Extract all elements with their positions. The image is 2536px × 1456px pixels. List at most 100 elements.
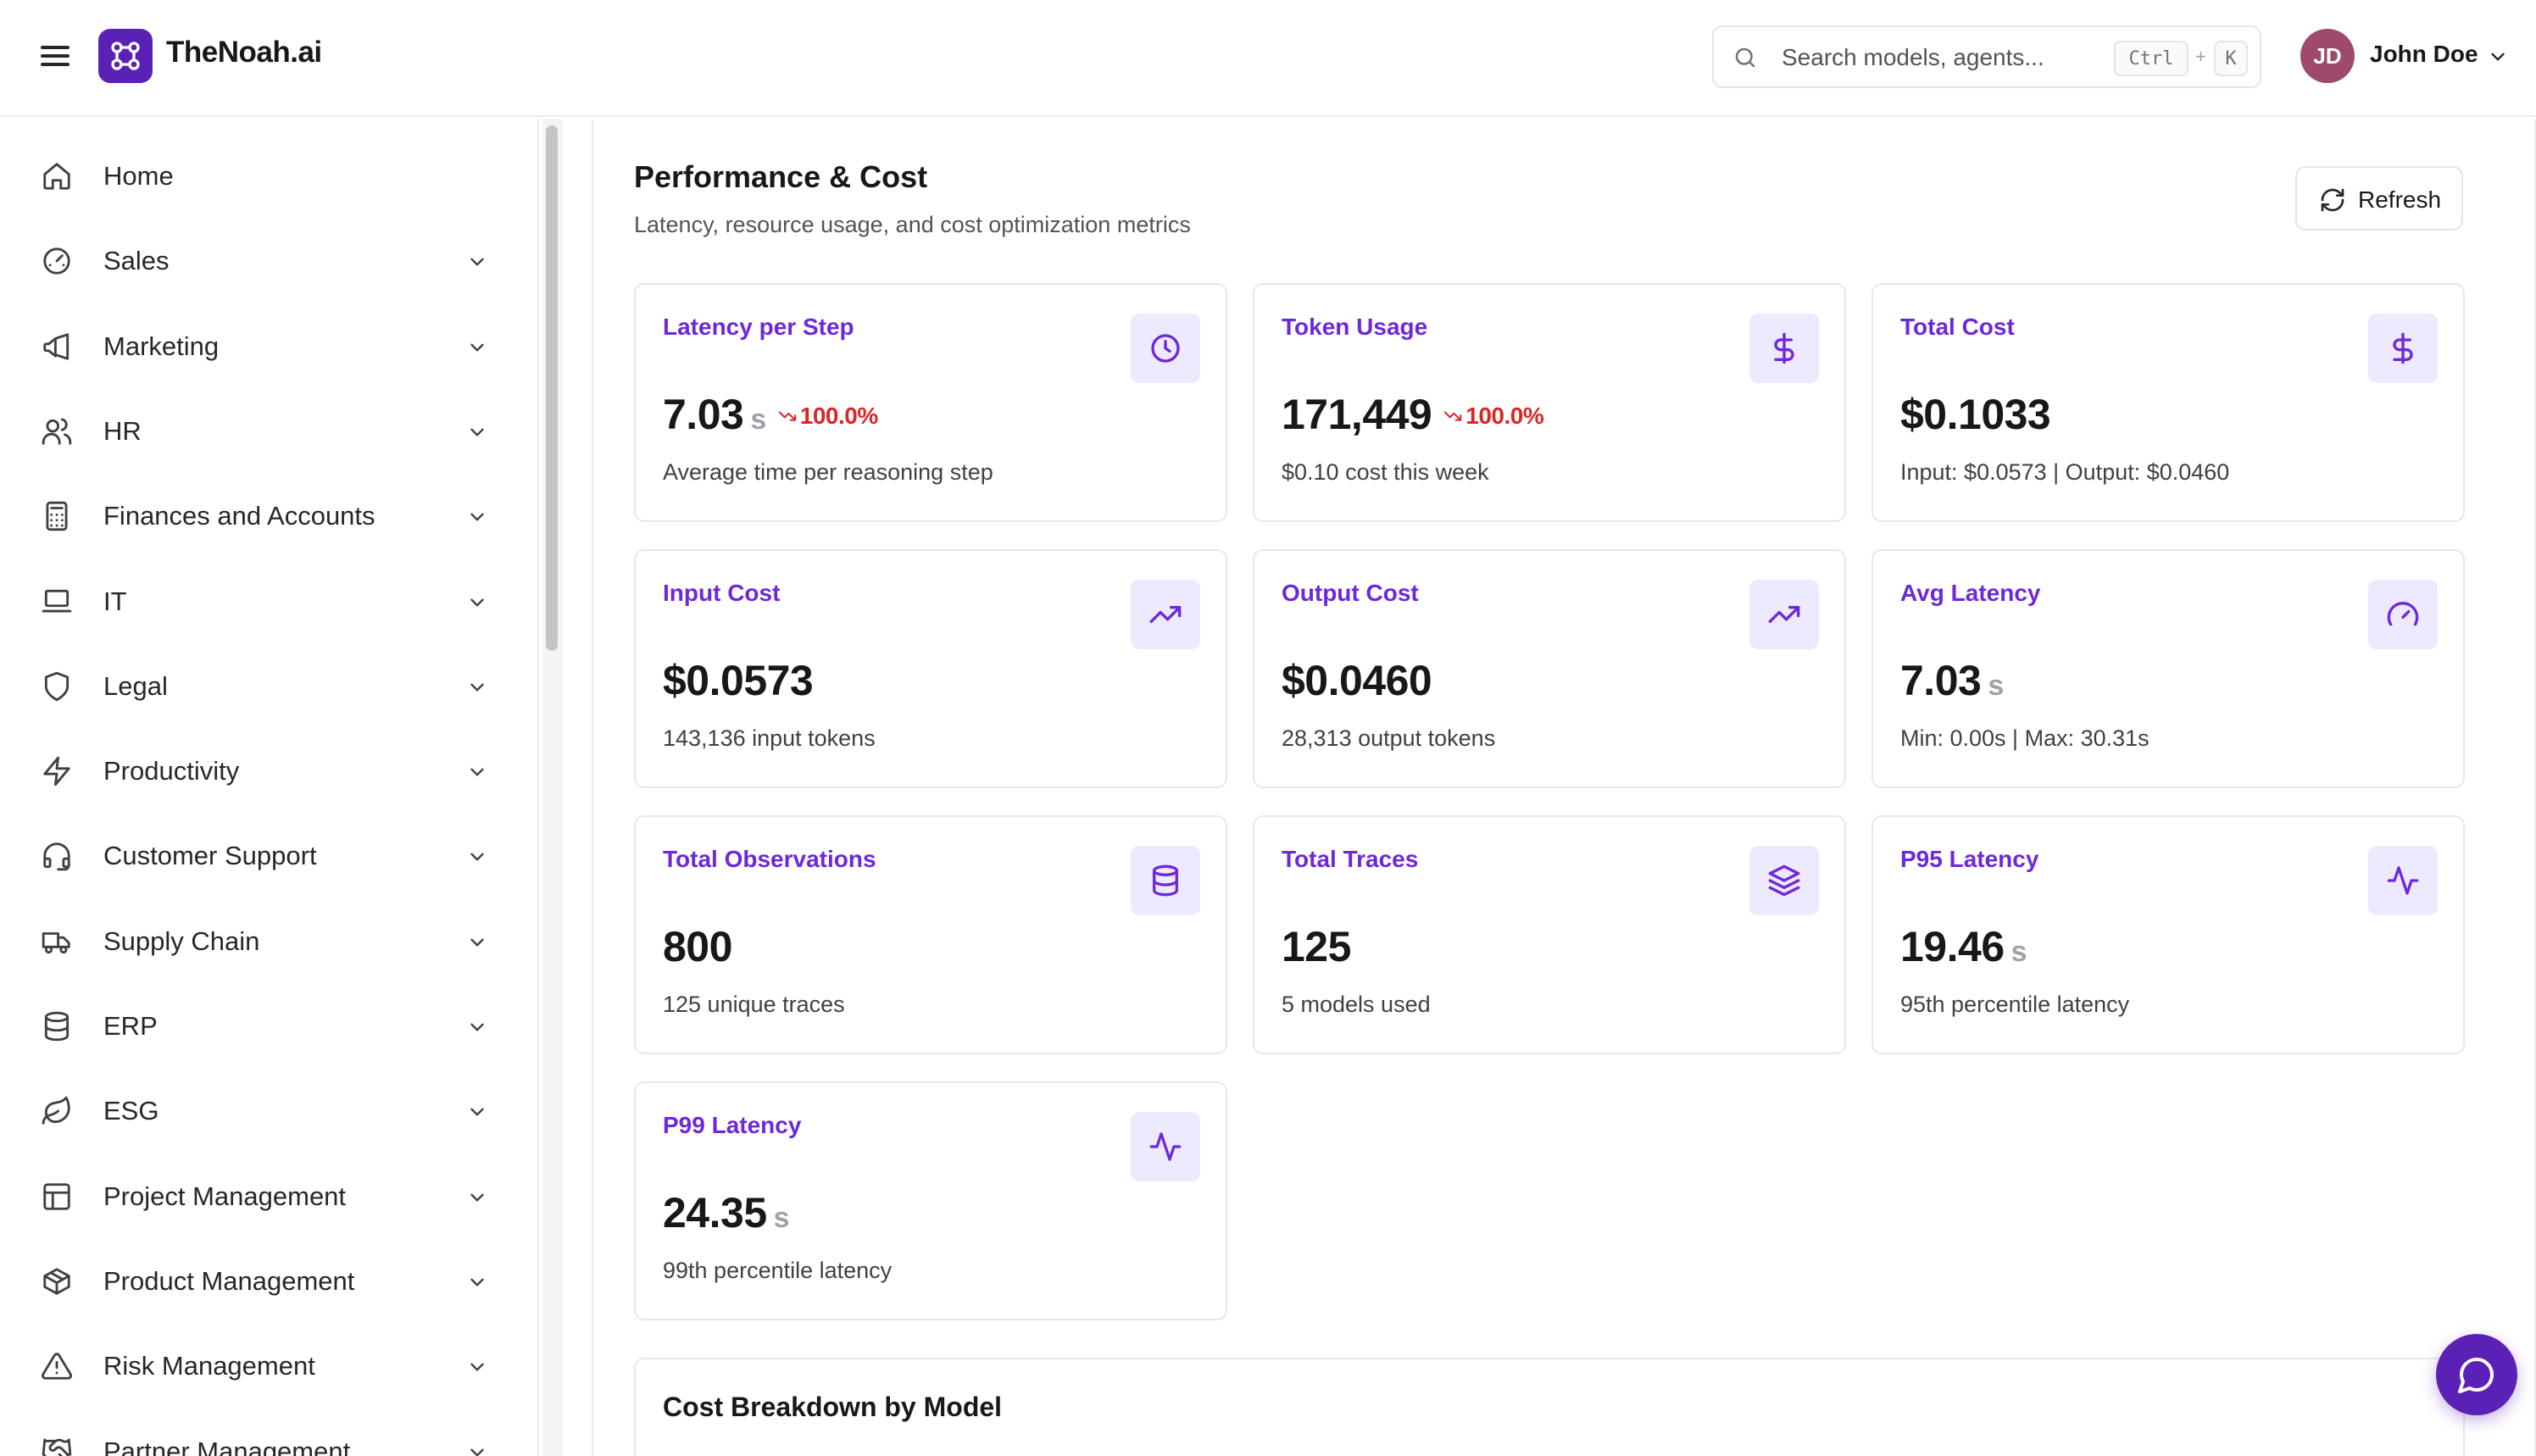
chat-button[interactable] <box>2436 1334 2517 1415</box>
sidebar-scrollbar-thumb[interactable] <box>546 125 558 651</box>
database-icon <box>41 1010 73 1042</box>
metric-card-output-cost: Output Cost $0.0460 28,313 output tokens <box>1253 549 1846 788</box>
chevron-down-icon[interactable] <box>466 506 488 532</box>
metric-description: $0.10 cost this week <box>1282 459 1489 485</box>
sidebar-item-hr[interactable]: HR <box>0 401 537 460</box>
database-icon <box>1131 846 1200 915</box>
metric-card-token-usage: Token Usage 171,449 100.0% $0.10 cost this … <box>1253 283 1846 522</box>
chevron-down-icon[interactable] <box>466 1186 488 1213</box>
calculator-icon <box>41 500 73 532</box>
megaphone-icon <box>41 331 73 363</box>
chevron-down-icon[interactable] <box>466 1101 488 1127</box>
metric-card-total-observations: Total Observations 800 125 unique traces <box>634 815 1227 1054</box>
sidebar-item-product-management[interactable]: Product Management <box>0 1251 537 1310</box>
metric-trend-value: 100.0% <box>799 403 878 429</box>
cost-breakdown-title: Cost Breakdown by Model <box>663 1392 1003 1422</box>
main-left-border <box>592 119 593 1456</box>
sidebar-item-partner-management[interactable]: Partner Management <box>0 1421 537 1456</box>
sidebar-item-it[interactable]: IT <box>0 571 537 631</box>
metric-card-p99-latency: P99 Latency 24.35 s 99th percentile latency <box>634 1081 1227 1320</box>
metric-description: 5 models used <box>1282 992 1431 1017</box>
laptop-icon <box>41 586 73 618</box>
metric-value-number: 24.35 <box>663 1189 767 1236</box>
metric-card-avg-latency: Avg Latency 7.03 s Min: 0.00s | Max: 30.31s <box>1871 549 2465 788</box>
gauge-icon <box>41 245 73 277</box>
sidebar-item-label: Sales <box>103 246 170 276</box>
chevron-down-icon[interactable] <box>466 592 488 618</box>
search-box[interactable]: Search models, agents... Ctrl + K <box>1712 25 2261 88</box>
metric-title: Output Cost <box>1282 580 1419 606</box>
sidebar: Home Sales Marketing HR Finances and Account… <box>0 119 539 1456</box>
metric-title: Token Usage <box>1282 314 1428 340</box>
shortcut-k-key: K <box>2214 41 2248 76</box>
alert-triangle-icon <box>41 1350 73 1382</box>
metric-title: Total Traces <box>1282 846 1419 872</box>
chevron-down-icon[interactable] <box>466 421 488 447</box>
sidebar-item-legal[interactable]: Legal <box>0 656 537 715</box>
sidebar-item-label: Partner Management <box>103 1436 351 1456</box>
menu-icon[interactable] <box>39 41 75 71</box>
zap-icon <box>41 755 73 787</box>
sidebar-item-customer-support[interactable]: Customer Support <box>0 825 537 885</box>
sidebar-item-label: Supply Chain <box>103 925 260 956</box>
metric-value-number: 125 <box>1282 923 1351 970</box>
chevron-down-icon[interactable] <box>466 1016 488 1042</box>
sidebar-item-label: Productivity <box>103 756 240 786</box>
sidebar-item-risk-management[interactable]: Risk Management <box>0 1336 537 1395</box>
sidebar-item-supply-chain[interactable]: Supply Chain <box>0 911 537 970</box>
refresh-button[interactable]: Refresh <box>2295 166 2463 231</box>
activity-icon <box>2368 846 2438 915</box>
activity-icon <box>1131 1112 1200 1181</box>
sidebar-item-project-management[interactable]: Project Management <box>0 1166 537 1225</box>
sidebar-item-home[interactable]: Home <box>0 146 537 205</box>
sidebar-item-label: ERP <box>103 1011 158 1041</box>
sidebar-item-label: Home <box>103 161 174 191</box>
sidebar-item-label: Customer Support <box>103 841 317 871</box>
metric-value: 171,449 100.0% <box>1282 390 1544 439</box>
search-input[interactable]: Search models, agents... <box>1782 44 2044 70</box>
metric-trend-value: 100.0% <box>1465 403 1544 429</box>
headset-icon <box>41 840 73 872</box>
chevron-down-icon[interactable] <box>466 846 488 872</box>
metric-description: Min: 0.00s | Max: 30.31s <box>1900 725 2149 751</box>
metric-value-number: 7.03 <box>663 391 744 438</box>
layout-icon <box>41 1181 73 1213</box>
metric-description: 28,313 output tokens <box>1282 725 1496 751</box>
shortcut-ctrl-key: Ctrl <box>2114 41 2188 76</box>
chevron-down-icon[interactable] <box>466 336 488 363</box>
chevron-down-icon[interactable] <box>466 1356 488 1382</box>
logo-icon[interactable] <box>98 29 153 83</box>
metric-value: 24.35 s <box>663 1188 790 1237</box>
sidebar-item-esg[interactable]: ESG <box>0 1081 537 1140</box>
sidebar-item-productivity[interactable]: Productivity <box>0 741 537 800</box>
brand-name[interactable]: TheNoah.ai <box>166 36 322 69</box>
page-title: Performance & Cost <box>634 159 928 194</box>
sidebar-item-label: Product Management <box>103 1265 355 1296</box>
sidebar-item-label: HR <box>103 415 142 446</box>
message-circle-icon <box>2458 1358 2494 1393</box>
layers-icon <box>1749 846 1819 915</box>
metric-value: $0.1033 <box>1900 390 2051 439</box>
sidebar-item-finances-and-accounts[interactable]: Finances and Accounts <box>0 486 537 545</box>
sidebar-item-label: Marketing <box>103 331 220 361</box>
sidebar-item-label: ESG <box>103 1096 159 1126</box>
sidebar-item-erp[interactable]: ERP <box>0 996 537 1055</box>
sidebar-item-sales[interactable]: Sales <box>0 231 537 290</box>
chevron-down-icon[interactable] <box>466 931 488 958</box>
sidebar-item-label: Project Management <box>103 1181 347 1211</box>
chevron-down-icon[interactable] <box>466 1271 488 1298</box>
chevron-down-icon[interactable] <box>466 251 488 277</box>
sidebar-item-marketing[interactable]: Marketing <box>0 316 537 375</box>
chevron-down-icon[interactable] <box>2487 46 2509 72</box>
metric-title: Avg Latency <box>1900 580 2041 606</box>
metric-trend: 100.0% <box>778 403 878 429</box>
user-name[interactable]: John Doe <box>2370 41 2478 67</box>
sidebar-item-label: Finances and Accounts <box>103 501 375 531</box>
metric-value: 19.46 s <box>1900 922 2027 971</box>
chevron-down-icon[interactable] <box>466 761 488 787</box>
chevron-down-icon[interactable] <box>466 676 488 703</box>
avatar[interactable]: JD <box>2300 29 2355 83</box>
chevron-down-icon[interactable] <box>466 1442 488 1456</box>
metric-title: Latency per Step <box>663 314 854 340</box>
metric-value: 7.03 s 100.0% <box>663 390 878 439</box>
